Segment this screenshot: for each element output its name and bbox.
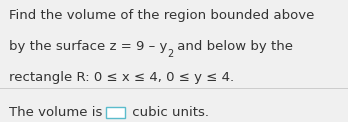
Text: rectangle R: 0 ≤ x ≤ 4, 0 ≤ y ≤ 4.: rectangle R: 0 ≤ x ≤ 4, 0 ≤ y ≤ 4.: [9, 71, 234, 84]
Text: 2: 2: [167, 49, 173, 59]
Text: 2: 2: [167, 49, 173, 59]
Text: and below by the: and below by the: [173, 40, 293, 53]
Text: by the surface z = 9 – y: by the surface z = 9 – y: [9, 40, 167, 53]
Text: cubic units.: cubic units.: [128, 106, 209, 119]
Bar: [105, 107, 125, 118]
Text: Find the volume of the region bounded above: Find the volume of the region bounded ab…: [9, 9, 314, 22]
Text: The volume is: The volume is: [9, 106, 102, 119]
